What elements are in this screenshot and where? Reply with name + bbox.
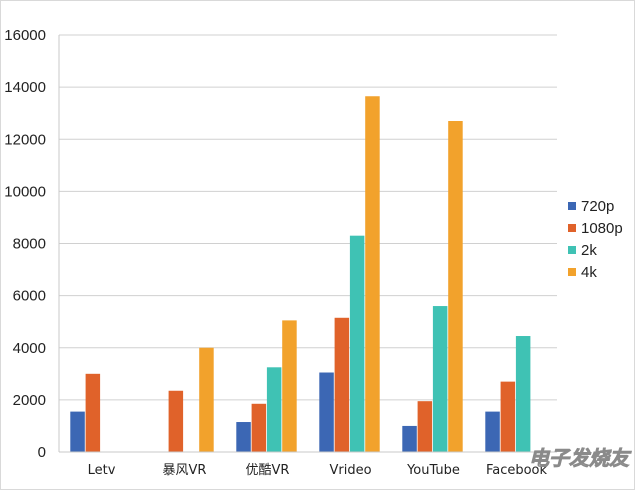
bar-2k-3 bbox=[349, 235, 365, 452]
y-tick-label: 10000 bbox=[4, 183, 46, 200]
watermark-text: 电子发烧友 bbox=[529, 446, 632, 470]
bar-2k-5 bbox=[515, 336, 531, 452]
legend-label: 4k bbox=[581, 264, 597, 281]
bar-1080p-1 bbox=[168, 390, 184, 452]
bar-4k-3 bbox=[365, 96, 380, 452]
axes bbox=[58, 35, 557, 453]
y-tick-label: 6000 bbox=[13, 288, 46, 305]
watermark-logo: 电子发烧友 bbox=[529, 446, 633, 471]
y-tick-label: 8000 bbox=[13, 236, 46, 253]
bar-1080p-5 bbox=[500, 381, 516, 452]
y-tick-label: 16000 bbox=[4, 27, 46, 44]
y-tick-label: 2000 bbox=[13, 392, 46, 409]
y-tick-label: 4000 bbox=[13, 340, 46, 357]
legend-label: 1080p bbox=[581, 220, 623, 237]
bar-1080p-2 bbox=[251, 403, 267, 452]
bar-2k-4 bbox=[432, 306, 448, 452]
y-tick-label: 12000 bbox=[4, 131, 46, 148]
bar-720p-2 bbox=[236, 422, 251, 452]
bar-720p-3 bbox=[319, 372, 334, 452]
bar-1080p-0 bbox=[85, 373, 101, 452]
y-tick-label: 0 bbox=[38, 444, 46, 461]
x-category-label: 暴风VR bbox=[163, 463, 207, 478]
legend-swatch bbox=[568, 268, 576, 276]
x-category-label: Vrideo bbox=[329, 463, 371, 478]
x-category-label: 优酷VR bbox=[246, 463, 290, 478]
bar-4k-1 bbox=[199, 347, 214, 452]
y-axis-ticks: 0 2000 4000 6000 8000 10000 12000 14000 16000 bbox=[4, 27, 46, 461]
legend-swatch bbox=[568, 246, 576, 254]
bar-720p-4 bbox=[402, 425, 417, 452]
legend-label: 2k bbox=[581, 242, 597, 259]
bars bbox=[70, 96, 531, 452]
y-tick-label: 14000 bbox=[4, 79, 46, 96]
legend-swatch bbox=[568, 224, 576, 232]
legend-label: 720p bbox=[581, 198, 614, 215]
x-category-label: Facebook bbox=[486, 463, 548, 478]
x-axis-labels: Letv 暴风VR 优酷VR Vrideo YouTube Facebook bbox=[88, 463, 548, 478]
x-category-label: YouTube bbox=[406, 463, 460, 478]
legend-swatch bbox=[568, 202, 576, 210]
bar-720p-0 bbox=[70, 411, 85, 452]
bar-1080p-4 bbox=[417, 401, 433, 452]
legend: 720p 1080p 2k 4k bbox=[568, 198, 623, 281]
bar-720p-5 bbox=[485, 411, 500, 452]
bar-4k-2 bbox=[282, 320, 297, 452]
x-category-label: Letv bbox=[88, 463, 116, 478]
bar-2k-2 bbox=[266, 367, 282, 452]
gridlines bbox=[59, 34, 557, 401]
bar-4k-4 bbox=[448, 121, 463, 452]
bar-1080p-3 bbox=[334, 317, 350, 452]
